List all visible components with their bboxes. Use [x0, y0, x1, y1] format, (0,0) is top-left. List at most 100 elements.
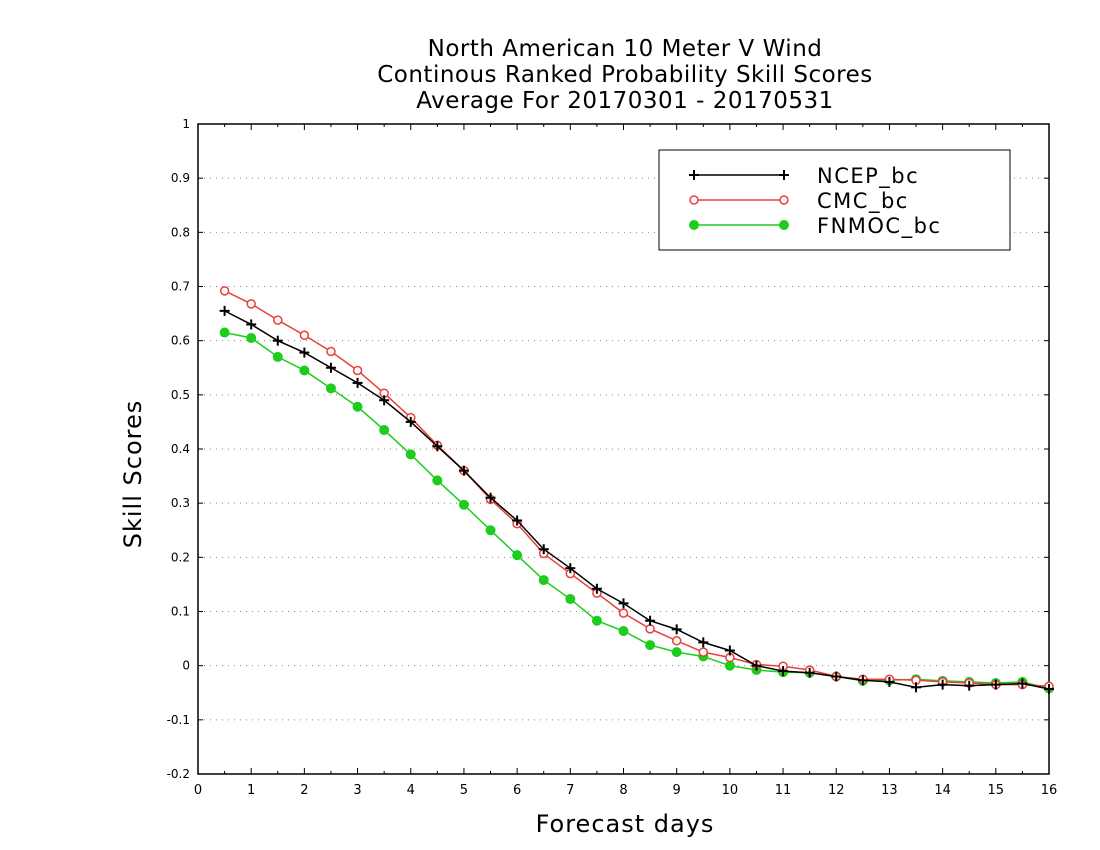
- x-tick-label-5: 5: [460, 783, 468, 798]
- data-point-ncep-bc: [325, 362, 336, 373]
- series-fnmoc-bc: [219, 327, 1054, 694]
- data-point-ncep-bc: [671, 624, 682, 635]
- data-point-fnmoc-bc: [458, 499, 469, 510]
- data-point-fnmoc-bc: [591, 615, 602, 626]
- x-tick-label-3: 3: [353, 783, 361, 798]
- data-point-ncep-bc: [698, 637, 709, 648]
- x-tick-label-10: 10: [722, 783, 739, 798]
- chart-title-line-2: Continous Ranked Probability Skill Score…: [377, 62, 873, 88]
- chart-title-line-1: North American 10 Meter V Wind: [427, 36, 823, 62]
- data-point-ncep-bc: [1017, 678, 1028, 689]
- data-point-cmc-bc: [326, 346, 336, 357]
- x-tick-label-11: 11: [775, 783, 792, 798]
- y-tick-label-8: 0.6: [171, 334, 190, 348]
- legend-marker-cmc-bc: [689, 195, 699, 205]
- data-point-fnmoc-bc: [724, 660, 735, 671]
- data-point-fnmoc-bc: [645, 640, 656, 651]
- x-tick-label-2: 2: [300, 783, 308, 798]
- x-tick-label-6: 6: [513, 783, 521, 798]
- data-point-fnmoc-bc: [538, 575, 549, 586]
- y-tick-label-5: 0.3: [171, 496, 190, 510]
- legend-entry-ncep-bc: NCEP_bc: [689, 164, 919, 189]
- data-point-ncep-bc: [964, 680, 975, 691]
- y-tick-label-7: 0.5: [171, 388, 190, 402]
- y-tick-label-6: 0.4: [171, 442, 190, 456]
- legend-entry-cmc-bc: CMC_bc: [689, 189, 909, 214]
- data-point-ncep-bc: [645, 615, 656, 626]
- data-point-fnmoc-bc: [352, 401, 363, 412]
- chart-title-line-3: Average For 20170301 - 20170531: [416, 88, 834, 114]
- data-point-ncep-bc: [884, 676, 895, 687]
- data-point-fnmoc-bc: [512, 550, 523, 561]
- y-tick-label-0: -0.2: [167, 767, 190, 781]
- data-point-cmc-bc: [618, 608, 629, 618]
- y-tick-label-11: 0.9: [171, 171, 190, 185]
- x-tick-label-1: 1: [247, 783, 255, 798]
- series-line-ncep-bc: [224, 310, 1050, 690]
- data-point-ncep-bc: [272, 335, 283, 346]
- data-point-ncep-bc: [538, 544, 549, 555]
- data-point-ncep-bc: [432, 441, 443, 452]
- x-axis-title: Forecast days: [535, 810, 715, 838]
- data-point-fnmoc-bc: [246, 332, 257, 343]
- data-point-ncep-bc: [352, 377, 363, 388]
- data-point-ncep-bc: [778, 666, 789, 677]
- data-point-ncep-bc: [990, 679, 1001, 690]
- x-tick-label-14: 14: [934, 783, 951, 798]
- legend-marker-fnmoc-bc: [779, 220, 789, 230]
- x-tick-label-15: 15: [988, 783, 1005, 798]
- data-point-ncep-bc: [379, 395, 390, 406]
- data-point-fnmoc-bc: [325, 383, 336, 394]
- x-tick-label-0: 0: [194, 783, 202, 798]
- data-point-fnmoc-bc: [485, 525, 496, 536]
- data-point-cmc-bc: [273, 315, 283, 325]
- legend-label-cmc-bc: CMC_bc: [817, 189, 909, 214]
- data-point-cmc-bc: [219, 286, 230, 296]
- y-tick-label-2: 0: [182, 659, 190, 673]
- data-point-ncep-bc: [937, 679, 948, 690]
- data-point-ncep-bc: [458, 465, 469, 476]
- x-tick-label-12: 12: [828, 783, 845, 798]
- data-point-fnmoc-bc: [618, 626, 629, 636]
- series-line-fnmoc-bc: [224, 331, 1050, 690]
- data-point-fnmoc-bc: [299, 365, 310, 376]
- legend-marker-ncep-bc: [779, 170, 789, 180]
- x-tick-label-13: 13: [881, 783, 898, 798]
- data-point-fnmoc-bc: [565, 594, 576, 605]
- series-cmc-bc: [219, 286, 1054, 691]
- data-point-cmc-bc: [299, 330, 310, 340]
- data-point-ncep-bc: [405, 416, 416, 427]
- legend-entry-fnmoc-bc: FNMOC_bc: [689, 214, 941, 239]
- data-point-cmc-bc: [246, 299, 256, 309]
- data-point-fnmoc-bc: [219, 327, 230, 338]
- data-point-ncep-bc: [857, 675, 868, 686]
- x-tick-label-8: 8: [619, 783, 627, 798]
- y-tick-label-3: 0.1: [171, 605, 190, 619]
- data-point-ncep-bc: [219, 305, 230, 316]
- series-ncep-bc: [219, 305, 1054, 694]
- data-point-fnmoc-bc: [272, 351, 283, 362]
- legend-marker-cmc-bc: [779, 195, 789, 205]
- data-point-cmc-bc: [671, 636, 682, 646]
- y-tick-label-4: 0.2: [171, 550, 190, 564]
- legend-marker-ncep-bc: [689, 170, 699, 180]
- data-point-ncep-bc: [911, 682, 922, 693]
- data-point-ncep-bc: [1044, 683, 1054, 694]
- data-point-fnmoc-bc: [671, 647, 682, 658]
- data-point-ncep-bc: [804, 667, 815, 678]
- legend-label-ncep-bc: NCEP_bc: [817, 164, 919, 189]
- data-point-ncep-bc: [724, 645, 735, 656]
- data-point-cmc-bc: [698, 647, 709, 657]
- data-point-fnmoc-bc: [379, 425, 390, 436]
- data-point-ncep-bc: [565, 563, 576, 574]
- data-point-cmc-bc: [352, 365, 363, 376]
- x-tick-label-4: 4: [407, 783, 415, 798]
- x-tick-label-9: 9: [673, 783, 681, 798]
- data-point-ncep-bc: [751, 660, 762, 671]
- y-tick-label-10: 0.8: [171, 225, 190, 239]
- x-tick-label-7: 7: [566, 783, 574, 798]
- data-point-ncep-bc: [831, 671, 842, 682]
- data-point-ncep-bc: [591, 583, 602, 594]
- legend-label-fnmoc-bc: FNMOC_bc: [817, 214, 941, 239]
